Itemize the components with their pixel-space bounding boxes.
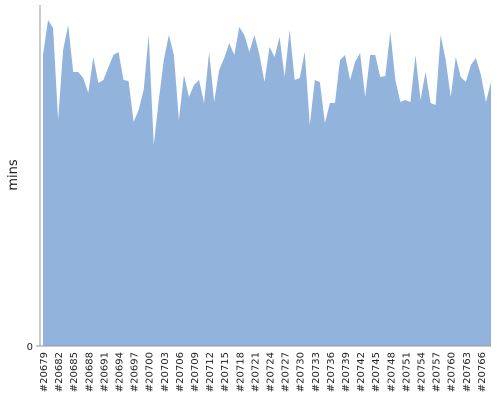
y-axis-label: mins — [6, 159, 21, 191]
x-tick-label: #20697 — [130, 352, 141, 392]
x-tick-label: #20733 — [311, 352, 322, 392]
x-tick-label: #20727 — [281, 352, 292, 392]
x-tick-label: #20748 — [386, 352, 397, 392]
x-tick-label: #20712 — [205, 352, 216, 392]
x-tick-label: #20688 — [84, 352, 95, 392]
x-tick-label: #20742 — [356, 352, 367, 392]
x-tick-label: #20739 — [341, 352, 352, 392]
x-tick-label: #20700 — [145, 352, 156, 392]
x-tick-label: #20682 — [54, 352, 65, 392]
x-tick-label: #20766 — [477, 352, 488, 392]
x-tick-label: #20736 — [326, 352, 337, 392]
x-tick-label: #20751 — [401, 352, 412, 392]
y-tick-label: 0 — [27, 342, 33, 353]
x-tick-label: #20706 — [175, 352, 186, 392]
x-tick-label: #20703 — [160, 352, 171, 392]
x-tick-label: #20763 — [462, 352, 473, 392]
x-tick-label: #20691 — [99, 352, 110, 392]
area — [43, 20, 491, 346]
x-tick-label: #20715 — [220, 352, 231, 392]
x-tick-label: #20760 — [447, 352, 458, 392]
x-tick-label: #20679 — [39, 352, 50, 392]
x-tick-label: #20730 — [296, 352, 307, 392]
x-tick-label: #20745 — [371, 352, 382, 392]
x-tick-label: #20754 — [417, 352, 428, 392]
x-tick-label: #20721 — [250, 352, 261, 392]
x-tick-label: #20724 — [266, 352, 277, 392]
x-tick-label: #20694 — [115, 352, 126, 392]
x-tick-label: #20757 — [432, 352, 443, 392]
x-tick-label: #20709 — [190, 352, 201, 392]
x-tick-label: #20718 — [235, 352, 246, 392]
x-tick-label: #20685 — [69, 352, 80, 392]
